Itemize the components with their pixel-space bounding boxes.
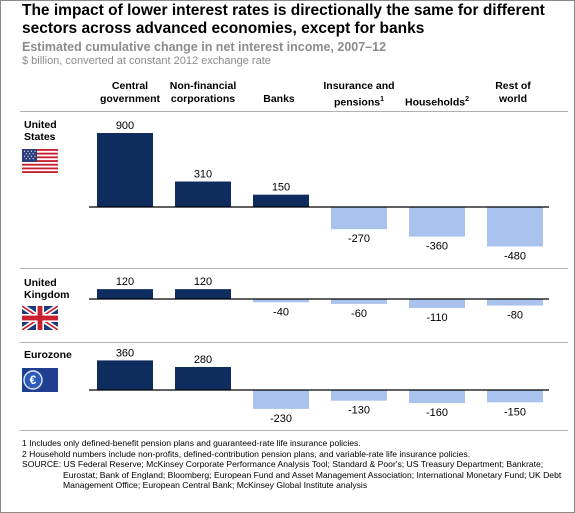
bar-uk-households [409,299,465,309]
footnotes: 1 Includes only defined-benefit pension … [22,438,567,491]
column-header-line2: world [499,93,527,105]
chart-subtitle: Estimated cumulative change in net inter… [22,40,387,54]
panel-separator [20,342,568,343]
uk-flag-icon [22,306,58,330]
footnote-separator [20,430,568,431]
column-header-line1: Central [111,80,149,92]
column-header-insurance-pensions: Insurance and pensions1 [314,80,404,110]
bar-us-insurance-pensions [331,207,387,230]
footnote-marker: 1 [380,96,384,103]
column-header-line1: Insurance and [323,80,395,92]
column-header-line1: Rest of [495,80,531,92]
column-header-households: Households2 [396,80,478,110]
source-note: SOURCE: US Federal Reserve; McKinsey Cor… [22,459,562,490]
column-header-banks: Banks [244,80,314,106]
bar-us-central-government [97,133,153,207]
region-label-line1: Eurozone [24,349,72,361]
column-header-line2: Banks [263,93,295,105]
column-header-line2: pensions [334,96,381,109]
region-label-united-states: United States [24,119,57,143]
region-label-eurozone: Eurozone [24,349,72,361]
bar-eurozone-rest-of-world [487,390,543,403]
column-header-line2: government [99,93,161,105]
region-label-line1: United [24,119,57,131]
data-label-us-non-financial-corporations: 310 [194,169,212,181]
data-label-eurozone-households: -160 [426,407,448,419]
bar-uk-rest-of-world [487,299,543,306]
bar-uk-central-government [97,289,153,299]
column-header-line2: Households [405,96,466,109]
data-label-us-households: -360 [426,241,448,253]
euro-coin-icon: € [22,368,58,392]
data-label-us-insurance-pensions: -270 [348,233,370,245]
data-label-uk-non-financial-corporations: 120 [194,276,212,288]
data-label-eurozone-insurance-pensions: -130 [348,405,370,417]
region-label-line2: States [24,131,56,143]
chart-title: The impact of lower interest rates is di… [22,2,545,37]
bar-eurozone-insurance-pensions [331,390,387,401]
data-label-uk-households: -110 [426,312,447,324]
bar-eurozone-central-government [97,360,153,390]
data-label-eurozone-rest-of-world: -150 [504,406,526,418]
svg-text:€: € [30,373,37,387]
bar-us-rest-of-world [487,207,543,247]
footnote-2: 2 Household numbers include non-profits,… [22,448,471,459]
footnote-marker: 2 [465,96,469,103]
bar-uk-insurance-pensions [331,299,387,304]
bar-eurozone-households [409,390,465,404]
header-separator [20,111,568,112]
column-header-line1: Non-financial [169,80,237,92]
data-label-uk-rest-of-world: -80 [507,310,523,322]
units-label: $ billion, converted at constant 2012 ex… [22,55,271,67]
data-label-us-rest-of-world: -480 [504,250,526,262]
footnote-1: 1 Includes only defined-benefit pension … [22,438,361,448]
bar-us-households [409,207,465,237]
bar-uk-banks [253,299,309,303]
bar-eurozone-non-financial-corporations [175,366,231,390]
panel-separator [20,268,568,269]
bar-us-banks [253,194,309,207]
data-label-uk-central-government: 120 [116,276,134,288]
bar-uk-non-financial-corporations [175,289,231,299]
column-header-line2-wrap: pensions1 [314,93,404,110]
data-label-us-central-government: 900 [116,120,134,132]
column-header-rest-of-world: Rest of world [478,80,548,106]
bar-us-non-financial-corporations [175,181,231,207]
data-label-us-banks: 150 [272,182,290,194]
data-label-eurozone-central-government: 360 [116,347,134,359]
column-header-central-government: Central government [89,80,171,106]
data-label-uk-banks: -40 [273,306,289,318]
region-label-line1: United [24,277,57,289]
region-label-line2: Kingdom [24,289,70,301]
bar-eurozone-banks [253,390,309,409]
region-label-united-kingdom: United Kingdom [24,277,70,301]
column-header-line2-wrap: Households2 [396,93,478,110]
data-label-eurozone-non-financial-corporations: 280 [194,354,212,366]
data-label-uk-insurance-pensions: -60 [351,308,367,320]
us-flag-icon [22,149,58,173]
data-label-eurozone-banks: -230 [270,413,292,425]
column-header-non-financial-corporations: Non-financial corporations [160,80,246,106]
column-header-line2: corporations [170,93,236,105]
